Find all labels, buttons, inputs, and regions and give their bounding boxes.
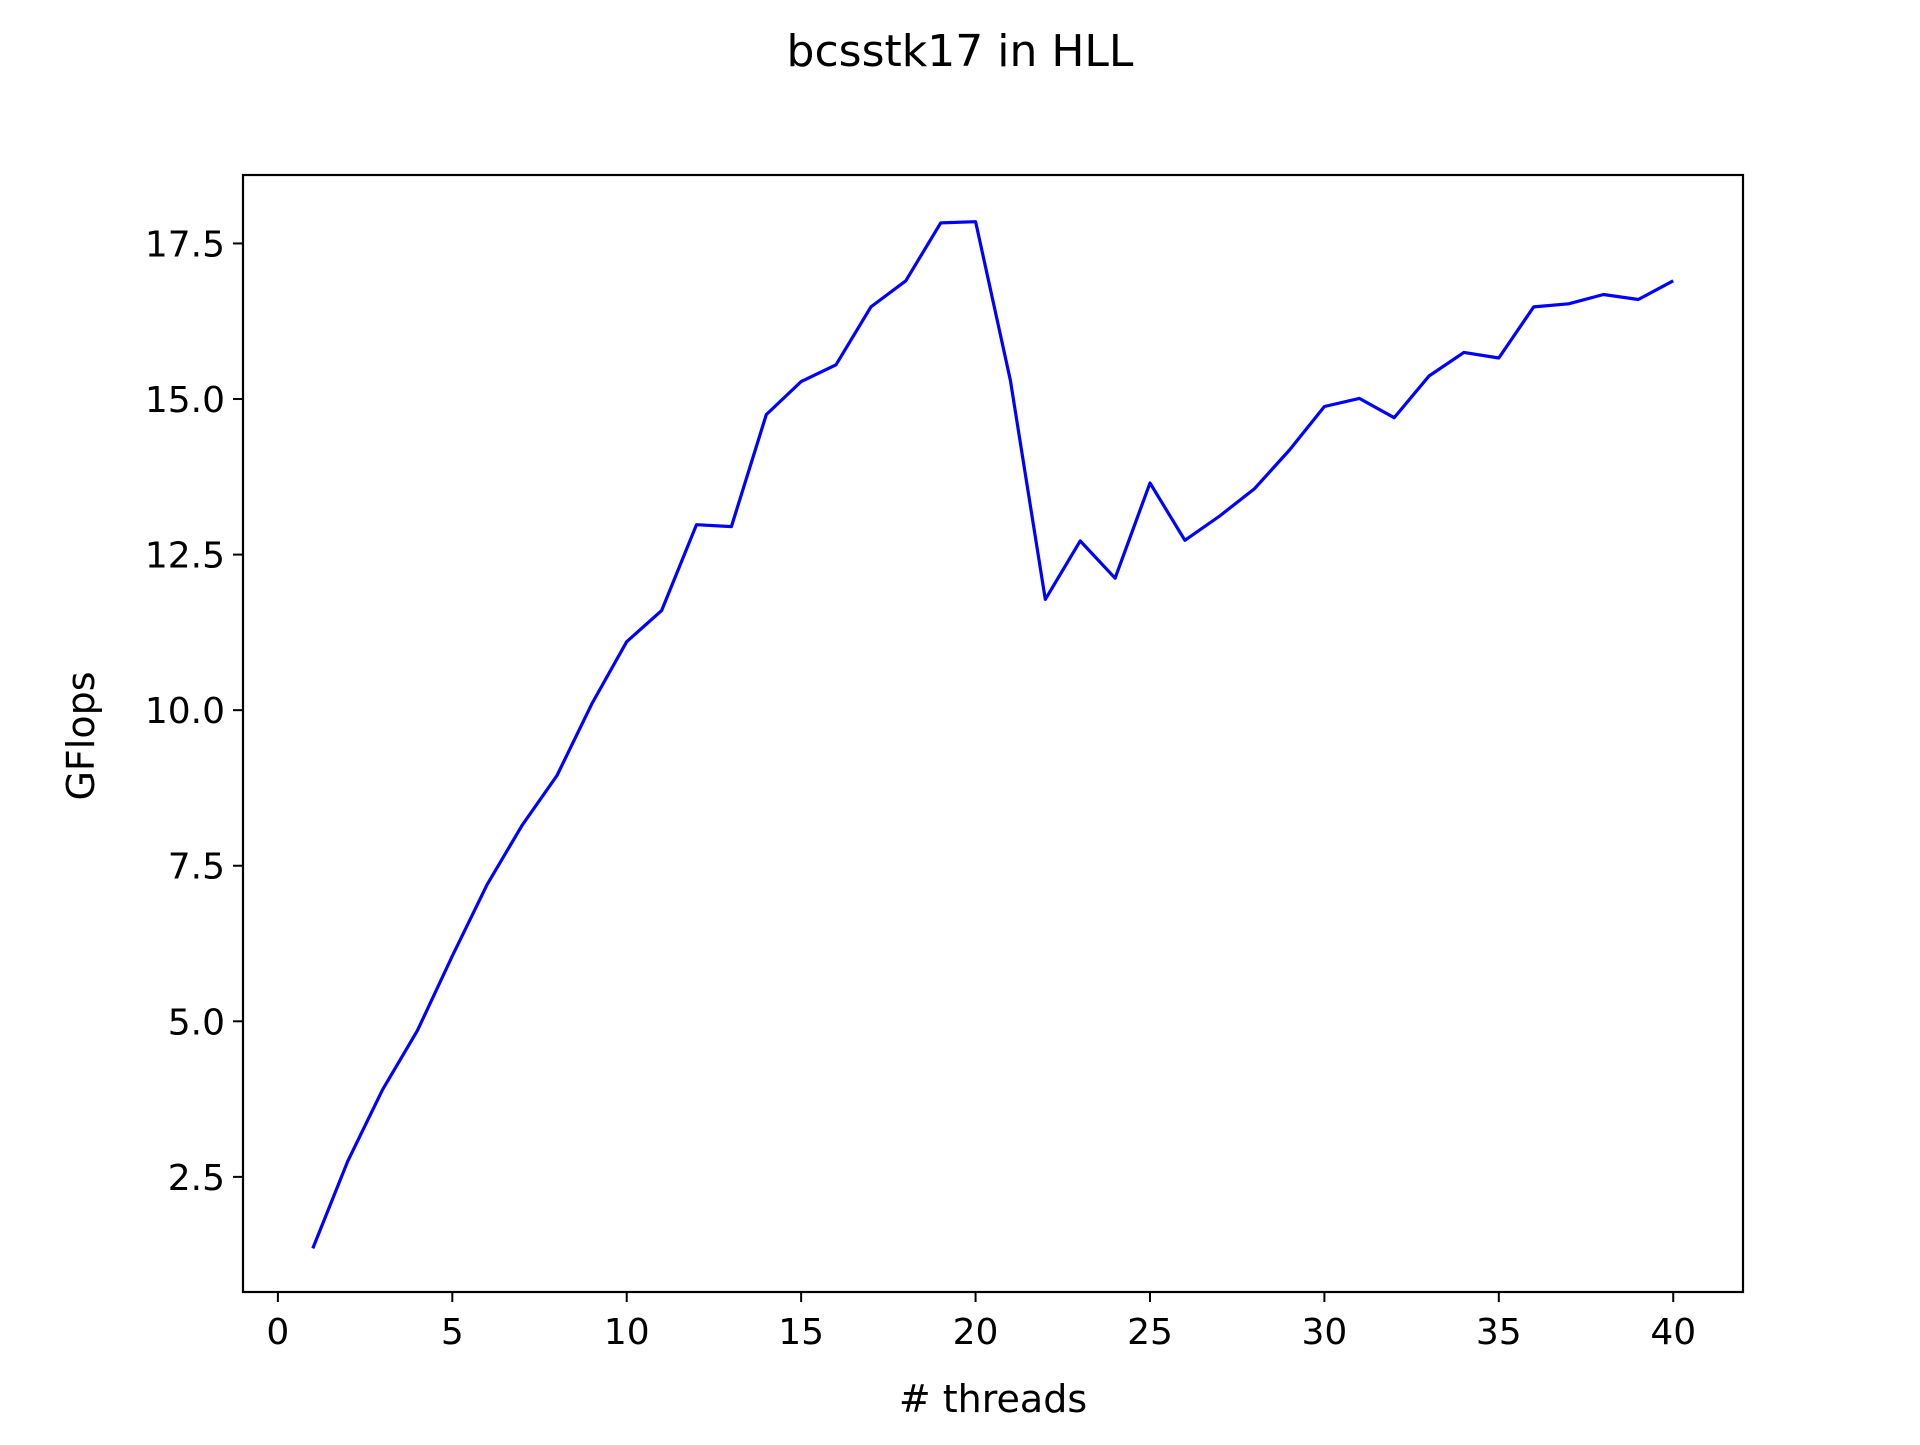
series-line (311, 220, 1674, 1249)
y-tick-label: 2.5 (168, 1158, 225, 1199)
series-layer (311, 220, 1674, 1249)
x-tick-label: 30 (1301, 1312, 1347, 1353)
x-axis-ticks: 0 5 10 15 20 25 30 35 40 (266, 1292, 1696, 1353)
x-axis-label: # threads (899, 1377, 1087, 1421)
x-tick-label: 25 (1127, 1312, 1173, 1353)
x-tick-label: 0 (266, 1312, 289, 1353)
y-tick-label: 12.5 (145, 536, 225, 577)
y-tick-label: 10.0 (145, 691, 225, 732)
x-tick-label: 5 (441, 1312, 464, 1353)
x-tick-label: 20 (953, 1312, 999, 1353)
y-tick-label: 15.0 (145, 380, 225, 421)
x-tick-label: 35 (1476, 1312, 1522, 1353)
plot-area-frame (241, 173, 1745, 1294)
y-tick-label: 7.5 (168, 847, 225, 888)
y-tick-label: 17.5 (145, 224, 225, 265)
x-tick-label: 40 (1650, 1312, 1696, 1353)
x-tick-label: 10 (604, 1312, 650, 1353)
y-axis-label: GFlops (59, 671, 103, 800)
y-axis-ticks: 2.5 5.0 7.5 10.0 12.5 15.0 17.5 (145, 224, 243, 1199)
chart-title: bcsstk17 in HLL (787, 26, 1134, 77)
x-tick-label: 15 (778, 1312, 824, 1353)
y-tick-label: 5.0 (168, 1002, 225, 1043)
